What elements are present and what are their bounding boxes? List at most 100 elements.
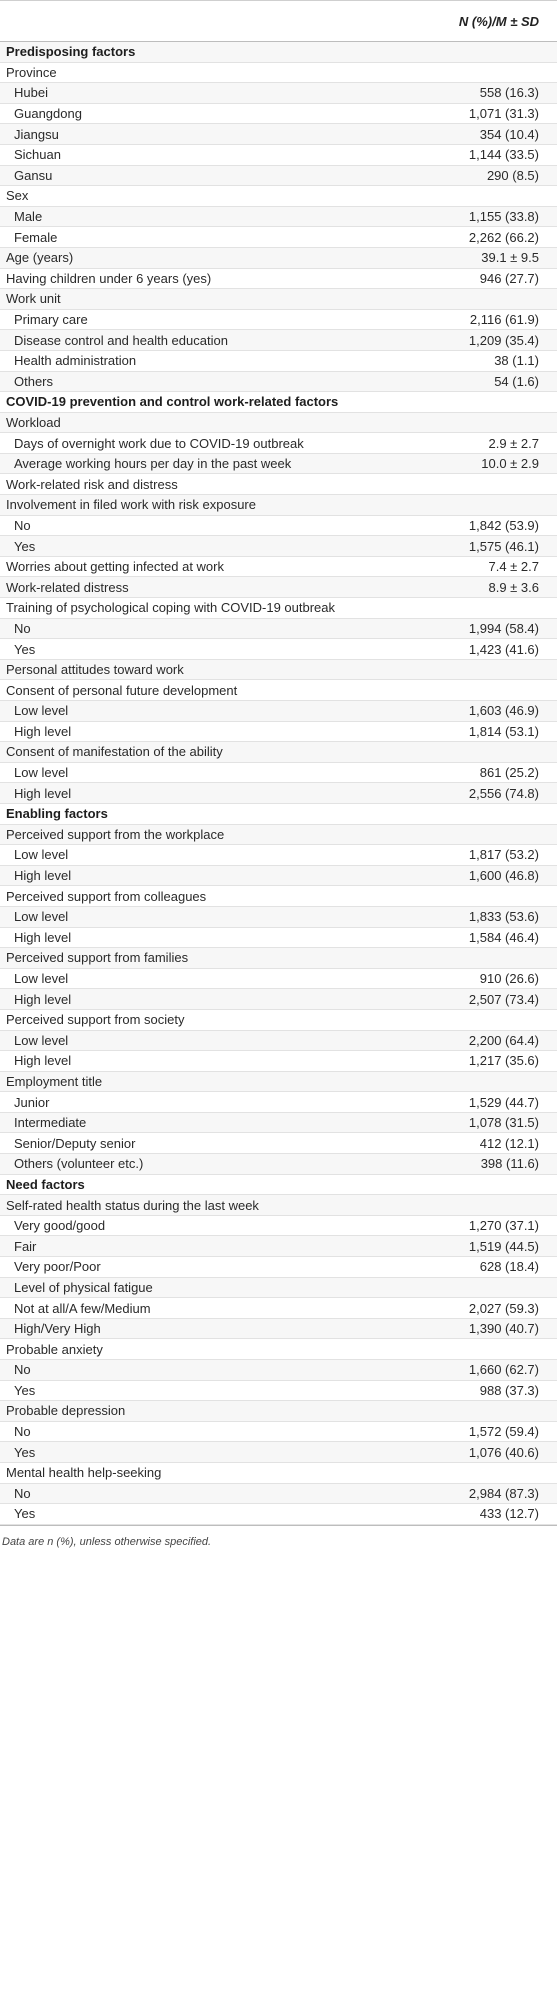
row-value: 1,994 (58.4) (400, 618, 557, 640)
table-row: Probable anxiety (0, 1338, 557, 1360)
table-row: Yes 1,423 (41.6) (0, 638, 557, 660)
row-value (400, 1194, 557, 1216)
table-row: Perceived support from the workplace (0, 824, 557, 846)
table-row: High level 1,217 (35.6) (0, 1050, 557, 1072)
table-row: Enabling factors (0, 803, 557, 825)
row-label: Province (0, 62, 400, 84)
table-row: Predisposing factors (0, 41, 557, 63)
table-row: Days of overnight work due to COVID-19 o… (0, 432, 557, 454)
row-label: Level of physical fatigue (0, 1277, 400, 1299)
header-empty-cell (0, 0, 400, 42)
table-row: Jiangsu 354 (10.4) (0, 123, 557, 145)
table-row: Work unit (0, 288, 557, 310)
row-label: Low level (0, 700, 400, 722)
row-value: 38 (1.1) (400, 350, 557, 372)
table-row: Consent of manifestation of the ability (0, 741, 557, 763)
table-row: Low level 1,833 (53.6) (0, 906, 557, 928)
row-label: Personal attitudes toward work (0, 659, 400, 681)
row-value: 2,262 (66.2) (400, 226, 557, 248)
row-value (400, 803, 557, 825)
table-row: No 1,994 (58.4) (0, 618, 557, 640)
table-row: Sichuan 1,144 (33.5) (0, 144, 557, 166)
row-value: 2,507 (73.4) (400, 988, 557, 1010)
row-label: Days of overnight work due to COVID-19 o… (0, 432, 400, 454)
row-label: Work-related distress (0, 576, 400, 599)
row-value: 1,144 (33.5) (400, 144, 557, 166)
row-label: Perceived support from families (0, 947, 400, 969)
row-value (400, 741, 557, 763)
row-label: Perceived support from colleagues (0, 885, 400, 907)
table-row: Low level 1,817 (53.2) (0, 844, 557, 866)
row-value: 988 (37.3) (400, 1380, 557, 1402)
row-value (400, 473, 557, 496)
row-value: 1,076 (40.6) (400, 1441, 557, 1463)
row-label: No (0, 515, 400, 537)
row-label: Health administration (0, 350, 400, 372)
row-value: 1,217 (35.6) (400, 1050, 557, 1072)
row-value (400, 1462, 557, 1484)
row-label: High level (0, 927, 400, 949)
row-label: Guangdong (0, 103, 400, 125)
row-value (400, 885, 557, 907)
row-label: Low level (0, 844, 400, 866)
row-label: Involvement in filed work with risk expo… (0, 494, 400, 516)
row-value: 2,027 (59.3) (400, 1297, 557, 1319)
table-row: Junior 1,529 (44.7) (0, 1091, 557, 1113)
row-value (400, 947, 557, 969)
row-value: 290 (8.5) (400, 165, 557, 187)
row-value: 2,556 (74.8) (400, 782, 557, 804)
row-value: 412 (12.1) (400, 1132, 557, 1155)
row-label: Mental health help-seeking (0, 1462, 400, 1484)
table-row: Very poor/Poor 628 (18.4) (0, 1256, 557, 1278)
table-row: Others (volunteer etc.) 398 (11.6) (0, 1153, 557, 1175)
row-value: 2,200 (64.4) (400, 1030, 557, 1052)
row-label: Fair (0, 1235, 400, 1258)
table-row: Yes 988 (37.3) (0, 1380, 557, 1402)
table-row: Others 54 (1.6) (0, 371, 557, 393)
row-value: 1,209 (35.4) (400, 329, 557, 351)
row-label: Work-related risk and distress (0, 473, 400, 496)
row-label: Intermediate (0, 1112, 400, 1134)
table-row: High/Very High 1,390 (40.7) (0, 1318, 557, 1340)
row-value: 1,529 (44.7) (400, 1091, 557, 1113)
table-row: Age (years) 39.1 ± 9.5 (0, 247, 557, 269)
table-row: Not at all/A few/Medium 2,027 (59.3) (0, 1297, 557, 1319)
row-value: 1,519 (44.5) (400, 1235, 557, 1258)
data-table: N (%)/M ± SD Predisposing factors Provinc… (0, 0, 557, 1525)
table-row: Personal attitudes toward work (0, 659, 557, 681)
row-label: High level (0, 1050, 400, 1072)
row-label: Very good/good (0, 1215, 400, 1237)
row-value: 1,833 (53.6) (400, 906, 557, 928)
footnote: Data are n (%), unless otherwise specifi… (0, 1524, 557, 1560)
row-label: Training of psychological coping with CO… (0, 597, 400, 619)
row-label: Yes (0, 1380, 400, 1402)
table-row: Disease control and health education 1,20… (0, 329, 557, 351)
row-value: 1,155 (33.8) (400, 206, 557, 228)
table-row: No 1,842 (53.9) (0, 515, 557, 537)
row-value: 1,575 (46.1) (400, 535, 557, 557)
row-value: 1,814 (53.1) (400, 721, 557, 743)
row-label: High level (0, 721, 400, 743)
table-row: Self-rated health status during the last… (0, 1194, 557, 1216)
row-value: 7.4 ± 2.7 (400, 556, 557, 578)
row-value: 1,584 (46.4) (400, 927, 557, 949)
row-label: Work unit (0, 288, 400, 310)
row-label: Low level (0, 968, 400, 990)
table-row: High level 1,600 (46.8) (0, 865, 557, 887)
table-row: Health administration 38 (1.1) (0, 350, 557, 372)
table-container: N (%)/M ± SD Predisposing factors Provinc… (0, 0, 557, 1560)
row-label: Male (0, 206, 400, 228)
row-value (400, 824, 557, 846)
row-value (400, 1277, 557, 1299)
table-row: Very good/good 1,270 (37.1) (0, 1215, 557, 1237)
table-row: Guangdong 1,071 (31.3) (0, 103, 557, 125)
table-row: Hubei 558 (16.3) (0, 82, 557, 104)
table-row: Employment title (0, 1071, 557, 1093)
row-label: Sichuan (0, 144, 400, 166)
row-value (400, 412, 557, 434)
row-value: 910 (26.6) (400, 968, 557, 990)
table-row: Training of psychological coping with CO… (0, 597, 557, 619)
table-row: Work-related distress 8.9 ± 3.6 (0, 576, 557, 599)
row-label: Probable anxiety (0, 1338, 400, 1360)
table-row: Probable depression (0, 1400, 557, 1422)
